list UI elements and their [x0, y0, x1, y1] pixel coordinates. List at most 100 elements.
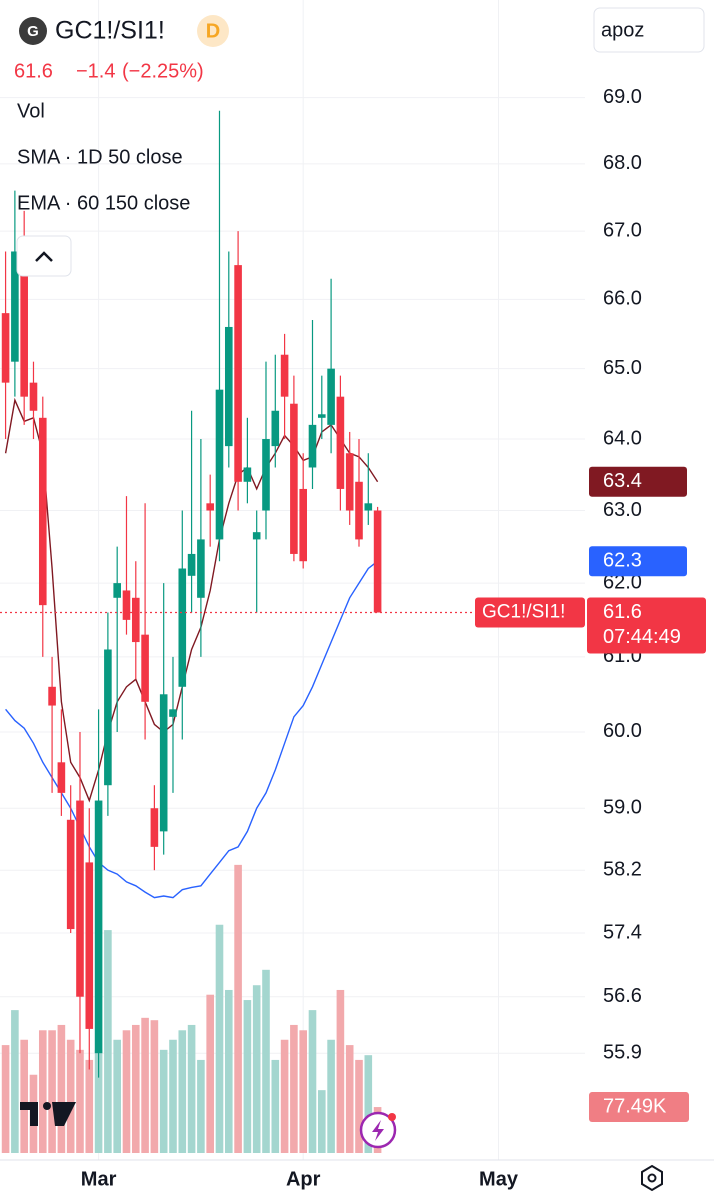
search-text[interactable]: apoz — [601, 19, 644, 41]
volume-bar — [215, 924, 224, 1153]
volume-bar — [169, 1039, 177, 1153]
y-tick-label: 65.0 — [603, 357, 642, 379]
price-change: −1.4 — [76, 60, 115, 82]
volume-bar — [243, 1000, 252, 1153]
y-tick-label: 55.9 — [603, 1041, 642, 1063]
indicator-legend[interactable]: SMA · 1D 50 close — [17, 146, 183, 168]
volume-label: 77.49K — [603, 1095, 667, 1117]
candle-body — [141, 634, 149, 702]
last-price-label: 61.6 — [603, 601, 642, 623]
indicator-legend[interactable]: Vol — [17, 100, 45, 122]
candle-body — [57, 762, 66, 793]
candle-body — [113, 583, 121, 598]
volume-bar — [11, 1010, 19, 1153]
interval-badge-text: D — [206, 20, 220, 42]
candle-body — [364, 503, 373, 511]
volume-bar — [299, 1030, 307, 1153]
candle-body — [373, 510, 382, 613]
y-tick-label: 59.0 — [603, 797, 642, 819]
candle-body — [243, 467, 252, 482]
volume-bar — [355, 1059, 363, 1153]
candle-body — [280, 354, 289, 397]
candle-body — [48, 686, 56, 706]
collapse-button[interactable] — [16, 235, 72, 277]
axis-labels: 69.068.067.066.065.064.063.062.061.060.0… — [81, 86, 706, 1190]
search-box[interactable] — [593, 7, 705, 53]
y-tick-label: 62.0 — [603, 571, 642, 593]
candle-body — [317, 414, 326, 418]
candle-body — [85, 862, 94, 1029]
candle-body — [299, 488, 307, 562]
series-price-label-box — [589, 466, 687, 497]
candle-body — [1, 313, 10, 383]
candle-body — [290, 403, 298, 554]
notification-dot — [388, 1113, 396, 1121]
settings-icon[interactable] — [641, 1164, 663, 1192]
tradingview-logo[interactable] — [20, 1102, 76, 1126]
y-tick-label: 63.0 — [603, 499, 642, 521]
candle-body — [215, 389, 224, 540]
candle-body — [150, 808, 159, 847]
y-tick-label: 68.0 — [603, 152, 642, 174]
y-tick-label: 58.2 — [603, 858, 642, 880]
candle-body — [11, 251, 19, 362]
candle-body — [206, 503, 214, 511]
plot — [0, 110, 585, 1153]
y-tick-label: 64.0 — [603, 427, 642, 449]
candle-body — [234, 265, 242, 482]
candle-body — [336, 396, 345, 489]
symbol-logo — [19, 17, 47, 45]
candle-body — [29, 382, 38, 411]
volume-bar — [327, 1039, 335, 1153]
volume-bar — [94, 1049, 103, 1153]
volume-bar — [187, 1024, 196, 1153]
candle-body — [122, 590, 131, 620]
volume-bar — [20, 1039, 28, 1153]
candle-body — [345, 453, 354, 511]
collapse-icon — [35, 251, 53, 262]
volume-bar — [262, 969, 270, 1153]
candle-body — [169, 709, 177, 717]
symbol-name[interactable]: GC1!/SI1! — [55, 17, 165, 45]
volume-bar — [85, 1059, 94, 1153]
overlay: G GC1!/SI1! D 61.6 −1.4 (−2.25%) Vol SMA… — [14, 7, 705, 1192]
series-price-label: 62.3 — [603, 549, 642, 571]
volume-bar — [1, 1045, 10, 1153]
volume-bar — [141, 1017, 149, 1153]
volume-bar — [113, 1039, 121, 1153]
y-tick-label: 69.0 — [603, 86, 642, 108]
candle-body — [197, 539, 205, 598]
symbol-logo-letter: G — [27, 23, 39, 40]
indicator-legend[interactable]: EMA · 60 150 close — [17, 192, 190, 214]
candle-body — [187, 553, 196, 576]
volume-bar — [252, 985, 261, 1153]
candle-body — [20, 258, 28, 397]
last-price-box — [587, 597, 706, 654]
volume-bar — [38, 1030, 47, 1153]
candle-body — [66, 819, 75, 930]
candle-body — [178, 568, 187, 687]
volume-bar — [48, 1030, 56, 1153]
volume-bar — [345, 1045, 354, 1153]
series-price-label: 63.4 — [603, 470, 642, 492]
candle-body — [262, 439, 270, 511]
candle-body — [224, 326, 233, 447]
volume-bar — [206, 994, 214, 1153]
y-tick-label: 57.4 — [603, 921, 642, 943]
candle-body — [131, 597, 140, 643]
volume-bar — [178, 1030, 187, 1153]
x-tick-label: Apr — [286, 1168, 321, 1190]
logo-part — [52, 1102, 76, 1126]
volume-bar — [234, 864, 242, 1153]
volume-bar — [317, 1090, 326, 1153]
candle-body — [104, 649, 112, 786]
volume-bar — [104, 930, 112, 1153]
indicator-line — [5, 560, 379, 899]
volume-bar — [150, 1020, 159, 1153]
logo-part — [20, 1102, 38, 1126]
volume-bar — [280, 1039, 289, 1153]
volume-bar — [57, 1024, 66, 1153]
volume-bar — [131, 1024, 140, 1153]
lightning-icon — [372, 1120, 384, 1141]
candle-body — [38, 417, 47, 606]
